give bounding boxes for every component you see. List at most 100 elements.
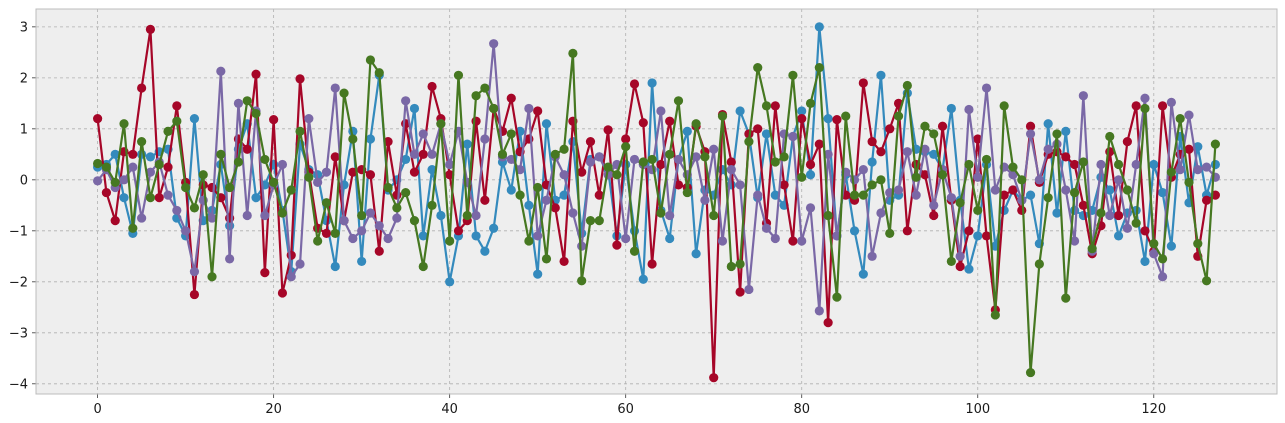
data-point bbox=[471, 91, 481, 101]
data-point bbox=[594, 190, 604, 200]
data-point bbox=[392, 213, 402, 223]
data-point bbox=[1069, 159, 1080, 170]
data-point bbox=[585, 216, 596, 226]
data-point bbox=[506, 129, 516, 139]
data-point bbox=[181, 182, 191, 193]
data-point bbox=[621, 134, 631, 144]
data-point bbox=[647, 154, 657, 165]
data-point bbox=[541, 119, 552, 129]
data-point bbox=[876, 70, 886, 80]
data-point bbox=[1061, 185, 1071, 195]
data-point bbox=[1078, 91, 1088, 101]
y-tick-label: −1 bbox=[9, 224, 28, 239]
data-point bbox=[189, 203, 200, 213]
data-point bbox=[1140, 256, 1150, 267]
data-point bbox=[1105, 131, 1115, 142]
data-point bbox=[445, 159, 455, 170]
data-point bbox=[1061, 126, 1071, 136]
data-point bbox=[849, 190, 860, 200]
data-point bbox=[313, 236, 323, 246]
data-point bbox=[1034, 175, 1044, 185]
data-point bbox=[286, 185, 296, 195]
data-point bbox=[1008, 162, 1018, 172]
data-point bbox=[761, 129, 772, 139]
data-point bbox=[920, 170, 930, 180]
data-point bbox=[858, 78, 868, 88]
data-point bbox=[973, 231, 983, 241]
data-point bbox=[541, 195, 552, 205]
data-point bbox=[990, 310, 1000, 320]
series-4 bbox=[93, 48, 1220, 378]
data-point bbox=[286, 250, 296, 260]
data-point bbox=[1105, 185, 1115, 195]
data-point bbox=[805, 159, 816, 170]
data-point bbox=[471, 210, 481, 221]
data-point bbox=[559, 144, 569, 154]
data-point bbox=[295, 126, 305, 136]
data-point bbox=[383, 182, 393, 193]
data-point bbox=[568, 208, 578, 218]
data-point bbox=[330, 261, 340, 272]
data-point bbox=[110, 177, 120, 187]
x-tick-label: 20 bbox=[265, 402, 282, 417]
data-point bbox=[682, 126, 692, 136]
data-point bbox=[920, 121, 930, 131]
data-point bbox=[858, 190, 868, 200]
data-point bbox=[1157, 101, 1168, 111]
data-point bbox=[330, 228, 340, 238]
data-point bbox=[946, 193, 956, 203]
data-point bbox=[638, 118, 648, 128]
data-point bbox=[1175, 114, 1185, 124]
data-point bbox=[471, 231, 481, 241]
data-point bbox=[251, 108, 261, 119]
data-point bbox=[665, 116, 675, 126]
data-point bbox=[621, 142, 631, 152]
data-point bbox=[867, 180, 877, 190]
data-point bbox=[744, 284, 754, 295]
data-point bbox=[1201, 195, 1212, 205]
data-point bbox=[533, 182, 543, 193]
data-point bbox=[137, 83, 147, 93]
data-point bbox=[110, 216, 120, 226]
data-point bbox=[893, 185, 904, 195]
data-point bbox=[770, 101, 780, 111]
data-point bbox=[753, 190, 763, 200]
data-point bbox=[937, 170, 948, 180]
data-point bbox=[1193, 238, 1203, 249]
data-point bbox=[929, 129, 939, 139]
data-point bbox=[304, 172, 314, 182]
data-point bbox=[1210, 139, 1220, 149]
data-point bbox=[1166, 167, 1176, 177]
data-point bbox=[339, 88, 349, 98]
y-tick-label: −3 bbox=[9, 326, 28, 341]
data-point bbox=[735, 287, 745, 297]
data-point bbox=[1087, 244, 1097, 254]
data-point bbox=[128, 149, 138, 159]
data-point bbox=[348, 134, 358, 144]
data-point bbox=[321, 228, 332, 238]
data-point bbox=[163, 162, 173, 172]
data-point bbox=[207, 272, 217, 282]
data-point bbox=[1069, 236, 1080, 246]
data-point bbox=[427, 81, 437, 92]
data-point bbox=[418, 129, 428, 139]
x-tick-label: 80 bbox=[793, 402, 810, 417]
data-point bbox=[365, 170, 376, 180]
data-point bbox=[497, 149, 508, 159]
data-point bbox=[823, 318, 833, 328]
data-point bbox=[374, 221, 384, 231]
data-point bbox=[524, 236, 534, 246]
plot-frame bbox=[35, 8, 1278, 395]
data-point bbox=[1131, 159, 1141, 170]
data-point bbox=[427, 149, 437, 159]
data-point bbox=[251, 193, 261, 203]
data-point bbox=[348, 167, 358, 177]
data-point bbox=[277, 159, 288, 170]
data-point bbox=[172, 116, 182, 126]
data-point bbox=[357, 226, 367, 236]
data-point bbox=[489, 39, 499, 49]
x-tick-label: 100 bbox=[965, 402, 990, 417]
data-point bbox=[629, 246, 640, 256]
axes: 0 20 40 60 80 100 120 −4 −3 −2 −1 0 1 2 3 bbox=[9, 20, 1166, 417]
data-point bbox=[1149, 159, 1159, 170]
